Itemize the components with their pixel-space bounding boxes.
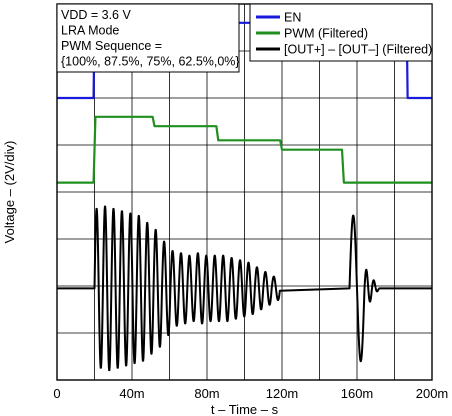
x-tick-label: 160m [341,386,374,401]
x-axis-title: t – Time – s [211,402,279,416]
x-tick-label: 200m [416,386,449,401]
x-tick-label: 80m [194,386,219,401]
legend-label-out: [OUT+] – [OUT–] (Filtered) [284,43,432,57]
annotation-line-3: PWM Sequence = [61,39,162,53]
plot-frame [56,3,433,381]
legend-label-pwm: PWM (Filtered) [284,27,368,41]
legend-label-en: EN [284,11,301,25]
annotation-line-2: LRA Mode [61,24,119,38]
annotation-line-1: VDD = 3.6 V [61,8,131,22]
x-tick-label: 40m [119,386,144,401]
annotation-line-4: {100%, 87.5%, 75%, 62.5%,0%} [61,55,240,69]
y-axis-title: Voltage – (2V/div) [2,141,17,244]
grid [57,4,432,380]
settings-annotation-box: VDD = 3.6 V LRA Mode PWM Sequence = {100… [56,3,240,73]
x-tick-label: 0 [53,386,60,401]
out-trace [57,205,433,372]
pwm-trace [57,115,432,184]
legend: EN PWM (Filtered) [OUT+] – [OUT–] (Filte… [249,3,433,62]
x-tick-labels: 0 40m 80m 120m 160m 200m [53,386,448,401]
x-tick-label: 120m [266,386,299,401]
